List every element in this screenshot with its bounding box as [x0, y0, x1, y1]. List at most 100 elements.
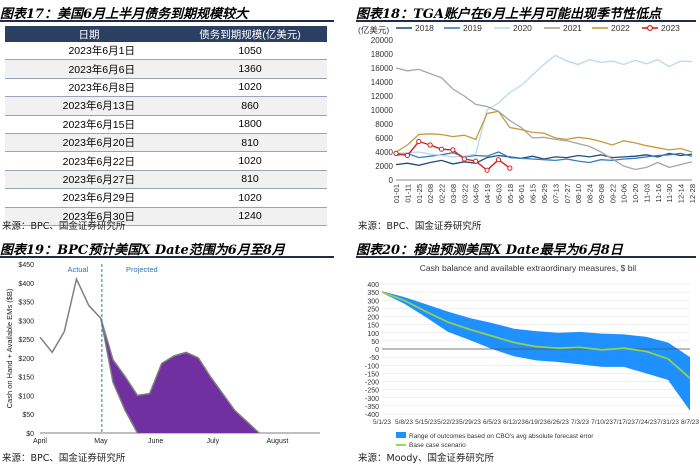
x-tick-label: 6/26/23: [547, 419, 569, 426]
y-tick-label: 2000: [375, 162, 393, 171]
series-line-2019: [395, 151, 693, 164]
legend-label: 2020: [513, 23, 532, 33]
annotation-actual: Actual: [67, 265, 88, 274]
y-tick-label: $50: [22, 412, 34, 419]
legend-label: 2021: [563, 23, 582, 33]
table-row: 2023年6月1日 1050: [5, 42, 327, 61]
source-note: 来源：BPC、国金证券研究所: [358, 221, 482, 232]
debt-maturity-table: 日期 债务到期规模(亿美元) 2023年6月1日 1050 2023年6月6日 13…: [5, 26, 327, 226]
header-date: 日期: [5, 26, 173, 42]
series-point-2023: [484, 167, 490, 173]
x-tick-label: 03-22: [460, 184, 469, 203]
panel-title: 图表19：BPC预计美国X Date范围为6月至8月: [0, 243, 285, 258]
y-tick-label: 0: [375, 347, 379, 354]
x-month-label: August: [266, 438, 288, 445]
y-tick-label: $450: [18, 262, 34, 269]
x-tick-label: 5/22/23: [437, 419, 459, 426]
x-tick-label: 07-27: [563, 184, 572, 203]
source-note: 来源：Moody、国金证券研究所: [358, 453, 494, 464]
x-tick-label: 7/24/23: [635, 419, 657, 426]
x-tick-label: 6/5/23: [483, 419, 501, 426]
x-tick-label: 01-25: [415, 184, 424, 203]
x-tick-label: 10-20: [631, 184, 640, 203]
actual-line: [39, 276, 102, 354]
cell-amount: 1800: [173, 115, 327, 134]
cell-amount: 810: [173, 133, 327, 153]
x-tick-label: 11-16: [654, 184, 663, 203]
y-tick-label: 400: [367, 282, 379, 289]
x-tick-label: 5/1/23: [373, 419, 391, 426]
table-row: 2023年6月29日 1020: [5, 188, 327, 208]
y-tick-label: -300: [365, 396, 379, 403]
cell-date: 2023年6月30日: [5, 207, 173, 226]
x-tick-label: 11-03: [642, 184, 651, 203]
x-tick-label: 06-15: [529, 184, 538, 203]
panel-title: 图表18：TGA账户在6月上半月可能出现季节性低点: [356, 7, 661, 22]
source-note: 来源：BPC、国金证券研究所: [2, 453, 126, 464]
y-tick-label: $100: [18, 393, 34, 400]
panel-title: 图表17：美国6月上半月债务到期规模较大: [0, 7, 249, 22]
forecast-error-range-area: [382, 291, 690, 411]
cell-date: 2023年6月6日: [5, 59, 173, 79]
y-tick-label: 20000: [371, 36, 394, 45]
y-axis-label: Cash on Hand + Available EMs ($B): [5, 288, 14, 408]
y-tick-label: -400: [365, 412, 379, 419]
projected-upper-line: [100, 318, 260, 434]
cell-date: 2023年6月8日: [5, 78, 173, 98]
y-tick-label: 200: [367, 315, 379, 322]
y-tick-label: 4000: [375, 148, 393, 157]
y-tick-label: 100: [367, 331, 379, 338]
title-rule: [0, 20, 334, 22]
source-note: 来源：BPC、国金证券研究所: [2, 221, 126, 232]
y-tick-label: 14000: [371, 78, 394, 87]
table-row: 2023年6月8日 1020: [5, 78, 327, 98]
x-tick-label: 6/19/23: [525, 419, 547, 426]
panel-tga: 图表18：TGA账户在6月上半月可能出现季节性低点 (亿美元) 2018 2019 2…: [356, 0, 700, 234]
series-point-2023: [450, 147, 456, 153]
x-month-label: April: [33, 438, 47, 445]
series-point-2023: [495, 157, 502, 163]
title-rule: [356, 256, 696, 258]
base-case-line: [381, 291, 691, 379]
x-tick-label: 11-30: [665, 184, 674, 203]
y-tick-label: $400: [18, 281, 34, 288]
legend-label: 2019: [463, 23, 482, 33]
x-tick-label: 06-01: [517, 184, 526, 203]
table-row: 2023年6月15日 1800: [5, 115, 327, 134]
x-tick-label: 7/17/23: [613, 419, 635, 426]
cell-amount: 1020: [173, 188, 327, 208]
x-tick-label: 09-08: [597, 184, 606, 203]
y-tick-label: $250: [18, 337, 34, 344]
series-line-2020: [395, 54, 693, 158]
cell-date: 2023年6月27日: [5, 170, 173, 190]
legend-marker: [647, 24, 654, 32]
x-tick-label: 5/8/23: [395, 419, 413, 426]
moody-cash-balance-chart: Cash balance and available extraordinary…: [365, 263, 699, 449]
cell-date: 2023年6月1日: [5, 42, 173, 61]
chart-title: Cash balance and available extraordinary…: [420, 263, 637, 273]
x-month-label: May: [94, 438, 108, 445]
series-line-2018: [395, 152, 693, 166]
x-tick-label: 02-08: [426, 184, 435, 203]
panel-title: 图表20：穆迪预测美国X Date最早为6月8日: [356, 243, 623, 258]
y-tick-label: 10000: [371, 106, 394, 115]
y-tick-label: 350: [367, 290, 379, 297]
y-tick-label: -50: [369, 355, 379, 362]
y-tick-label: 300: [367, 298, 379, 305]
x-tick-label: 09-22: [608, 184, 617, 203]
y-tick-label: -100: [365, 363, 379, 370]
x-tick-label: 03-08: [449, 184, 458, 203]
annotation-projected: Projected: [126, 265, 158, 274]
y-tick-label: 16000: [371, 64, 394, 73]
x-tick-label: 7/10/23: [591, 419, 613, 426]
cell-date: 2023年6月29日: [5, 188, 173, 208]
legend-label: 2022: [611, 23, 630, 33]
legend-label: 2018: [415, 23, 434, 33]
series-point-2023: [427, 142, 433, 148]
x-tick-label: 04-19: [483, 184, 492, 203]
x-tick-label: 07-13: [551, 184, 560, 203]
table-row: 2023年6月22日 1020: [5, 151, 327, 171]
x-tick-label: 8/7/23: [681, 419, 699, 426]
panel-debt-maturity: 图表17：美国6月上半月债务到期规模较大 日期 债务到期规模(亿美元) 2023…: [0, 0, 340, 234]
cell-date: 2023年6月15日: [5, 115, 173, 134]
